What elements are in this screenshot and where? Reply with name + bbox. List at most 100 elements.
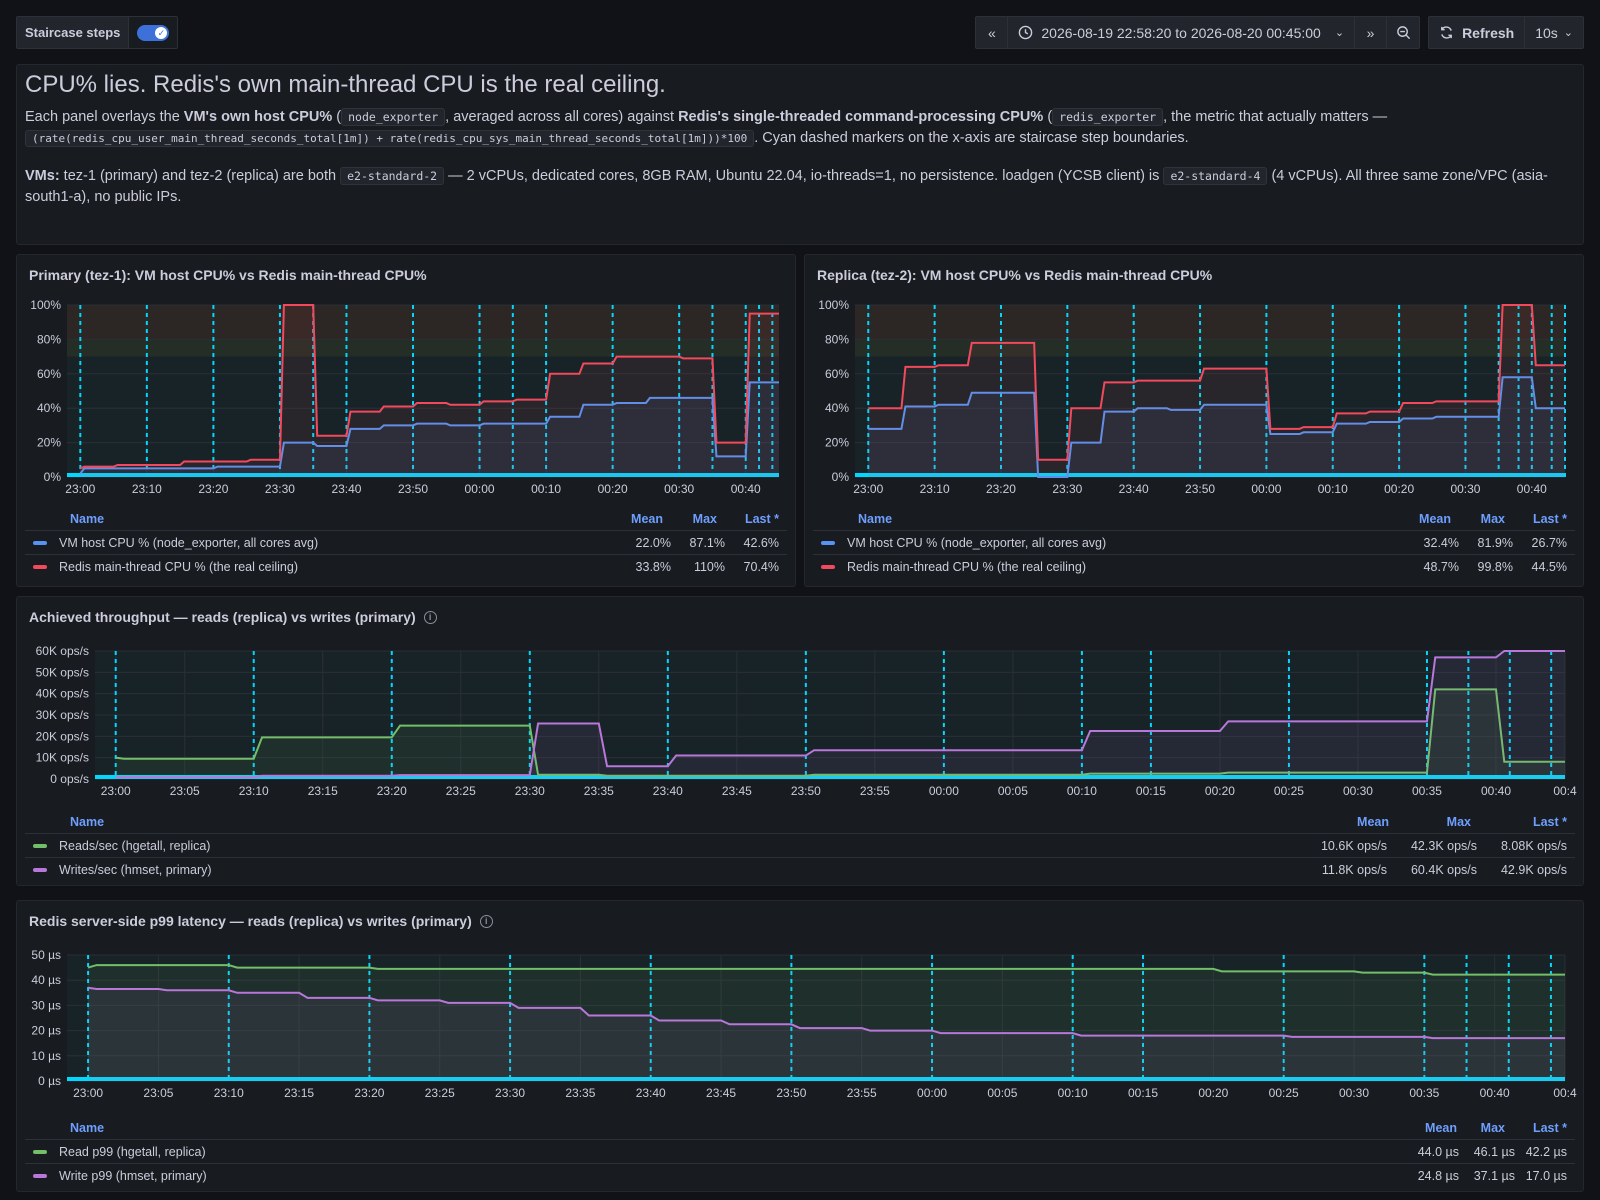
y-tick-label: 20K ops/s — [36, 729, 89, 743]
info-icon[interactable]: i — [479, 914, 493, 928]
legend-row[interactable]: Reads/sec (hgetall, replica) 10.6K ops/s… — [25, 833, 1575, 857]
legend-row[interactable]: VM host CPU % (node_exporter, all cores … — [813, 530, 1575, 554]
series-color-swatch[interactable] — [821, 540, 835, 545]
series-color-swatch[interactable] — [33, 1173, 47, 1178]
x-tick-label: 23:00 — [101, 784, 131, 798]
legend-name-header[interactable]: Name — [70, 512, 105, 526]
primary-cpu-panel: Primary (tez-1): VM host CPU% vs Redis m… — [16, 254, 796, 587]
step-axis-bar — [67, 1077, 1565, 1081]
clock-icon — [1019, 25, 1033, 40]
legend-mean-header[interactable]: Mean — [631, 512, 663, 526]
legend-row[interactable]: VM host CPU % (node_exporter, all cores … — [25, 530, 787, 554]
panel-title[interactable]: Replica (tez-2): VM host CPU% vs Redis m… — [817, 267, 1213, 283]
throughput-chart[interactable]: 60K ops/s 50K ops/s 40K ops/s 30K ops/s 20K … — [17, 641, 1585, 813]
intro-paragraph-1: Each panel overlays the VM's own host CP… — [25, 107, 1571, 149]
legend-max-header[interactable]: Max — [1480, 512, 1505, 526]
text: ( — [1043, 109, 1053, 125]
series-color-swatch[interactable] — [33, 867, 47, 872]
legend-last-header[interactable]: Last * — [1532, 1121, 1567, 1135]
time-range-button[interactable]: 2026-08-19 22:58:20 to 2026-08-20 00:45:… — [1008, 17, 1356, 48]
legend-row[interactable]: Read p99 (hgetall, replica) 44.0 µs 46.1… — [25, 1139, 1575, 1163]
staircase-steps-toggle[interactable]: ✓ — [129, 17, 177, 48]
legend-mean: 33.8% — [635, 559, 671, 574]
legend-last-header[interactable]: Last * — [744, 512, 779, 526]
series-line — [115, 650, 1565, 779]
x-tick-label: 23:50 — [1185, 482, 1215, 496]
legend-mean-header[interactable]: Mean — [1357, 815, 1389, 829]
legend-last: 8.08K ops/s — [1500, 838, 1567, 853]
panel-title-wrap: Achieved throughput — reads (replica) vs… — [29, 609, 437, 625]
text: . Cyan dashed markers on the x-axis are … — [754, 130, 1189, 146]
x-tick-label: 23:15 — [308, 784, 338, 798]
legend-series-name[interactable]: Reads/sec (hgetall, replica) — [59, 838, 211, 853]
text: tez-1 (primary) and tez-2 (replica) are … — [59, 168, 341, 184]
legend-last: 42.2 µs — [1525, 1144, 1567, 1159]
series-color-swatch[interactable] — [33, 1149, 47, 1154]
x-tick-label: 00:35 — [1409, 1086, 1439, 1100]
legend-header: Name Mean Max Last * — [25, 512, 787, 530]
info-icon[interactable]: i — [423, 610, 437, 624]
legend-row[interactable]: Write p99 (hmset, primary) 24.8 µs 37.1 … — [25, 1163, 1575, 1187]
series-line — [87, 986, 1565, 1040]
legend-max: 42.3K ops/s — [1410, 838, 1477, 853]
legend-series-name[interactable]: VM host CPU % (node_exporter, all cores … — [59, 535, 319, 550]
legend-last-header[interactable]: Last * — [1532, 512, 1567, 526]
legend-series-name[interactable]: Redis main-thread CPU % (the real ceilin… — [847, 559, 1086, 574]
panel-title[interactable]: Redis server-side p99 latency — reads (r… — [29, 913, 472, 929]
x-tick-label: 23:00 — [73, 1086, 103, 1100]
series-area — [88, 987, 1565, 1081]
legend-max-header[interactable]: Max — [1446, 815, 1471, 829]
shift-forward-button[interactable]: » — [1355, 17, 1388, 48]
legend-series-name[interactable]: Read p99 (hgetall, replica) — [59, 1144, 206, 1159]
legend-series-name[interactable]: Redis main-thread CPU % (the real ceilin… — [59, 559, 298, 574]
x-tick-label: 23:40 — [636, 1086, 666, 1100]
legend-series-name[interactable]: VM host CPU % (node_exporter, all cores … — [847, 535, 1107, 550]
legend-mean-header[interactable]: Mean — [1425, 1121, 1457, 1135]
series-color-swatch[interactable] — [33, 843, 47, 848]
y-tick-label: 0 ops/s — [50, 772, 89, 786]
legend-mean: 22.0% — [635, 535, 671, 550]
legend-last-header[interactable]: Last * — [1532, 815, 1567, 829]
series-color-swatch[interactable] — [821, 564, 835, 569]
zoom-out-button[interactable] — [1387, 17, 1419, 48]
series-color-swatch[interactable] — [33, 564, 47, 569]
x-tick-label: 23:10 — [214, 1086, 244, 1100]
legend-row[interactable]: Writes/sec (hmset, primary) 11.8K ops/s … — [25, 857, 1575, 881]
toggle-switch[interactable]: ✓ — [137, 24, 170, 41]
x-tick-label: 23:50 — [398, 482, 428, 496]
legend-mean: 32.4% — [1423, 535, 1459, 550]
x-tick-label: 23:30 — [495, 1086, 525, 1100]
panel-title[interactable]: Primary (tez-1): VM host CPU% vs Redis m… — [29, 267, 427, 283]
legend-max-header[interactable]: Max — [692, 512, 717, 526]
x-tick-label: 00:20 — [598, 482, 628, 496]
refresh-interval-select[interactable]: 10s ⌄ — [1525, 17, 1583, 48]
legend-name-header[interactable]: Name — [70, 1121, 105, 1135]
legend-row[interactable]: Redis main-thread CPU % (the real ceilin… — [813, 554, 1575, 578]
x-tick-label: 00:05 — [987, 1086, 1017, 1100]
panel-title[interactable]: Achieved throughput — reads (replica) vs… — [29, 609, 416, 625]
legend-mean-header[interactable]: Mean — [1419, 512, 1451, 526]
replica-cpu-chart[interactable]: 100% 80% 60% 40% 20% 0%23:00 23:10 23:20 23:30 23… — [805, 295, 1585, 507]
legend-max-header[interactable]: Max — [1480, 1121, 1505, 1135]
x-tick-label: 23:40 — [653, 784, 683, 798]
legend-series-name[interactable]: Write p99 (hmset, primary) — [59, 1168, 207, 1183]
legend-name-header[interactable]: Name — [70, 815, 105, 829]
primary-cpu-chart[interactable]: 100% 80% 60% 40% 20% 0%23:00 23:10 23:20 23:30 23… — [17, 295, 797, 507]
threshold-band-red — [855, 305, 1565, 340]
series-color-swatch[interactable] — [33, 540, 47, 545]
refresh-button[interactable]: Refresh — [1429, 17, 1526, 48]
legend-name-header[interactable]: Name — [858, 512, 893, 526]
x-tick-label: 23:40 — [1119, 482, 1149, 496]
intro-paragraph-2: VMs: tez-1 (primary) and tez-2 (replica)… — [25, 166, 1571, 208]
y-tick-label: 40% — [825, 401, 849, 415]
shift-back-button[interactable]: « — [976, 17, 1009, 48]
legend-series-name[interactable]: Writes/sec (hmset, primary) — [59, 862, 212, 877]
y-tick-label: 60% — [825, 367, 849, 381]
legend-header: Name Mean Max Last * — [25, 1121, 1575, 1139]
latency-chart[interactable]: 50 µs 40 µs 30 µs 20 µs 10 µs 0 µs 23:00 23:05 2… — [17, 945, 1585, 1117]
zoom-out-icon — [1396, 26, 1410, 40]
legend-row[interactable]: Redis main-thread CPU % (the real ceilin… — [25, 554, 787, 578]
staircase-steps-label: Staircase steps — [17, 17, 130, 48]
staircase-steps-variable: Staircase steps ✓ — [16, 16, 179, 49]
x-tick-label: 00:30 — [664, 482, 694, 496]
